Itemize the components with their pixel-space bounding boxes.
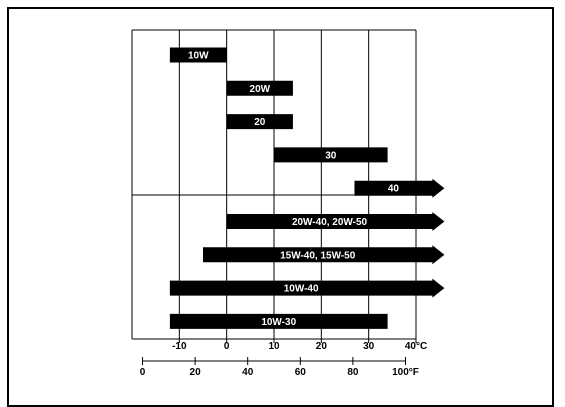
oil-viscosity-chart: 10W 20W 20 30 40 20W-40, 20W-50 15W-40, 15W-50… bbox=[131, 29, 445, 378]
bar-label: 30 bbox=[325, 150, 337, 161]
fahrenheit-tick-label: 100°F bbox=[392, 367, 419, 378]
bar-label: 40 bbox=[388, 184, 400, 195]
bar-10w bbox=[169, 47, 227, 63]
celsius-tick-label: -10 bbox=[172, 341, 187, 352]
celsius-tick-label: 20 bbox=[316, 341, 328, 352]
bar-label: 10W-40 bbox=[284, 284, 319, 295]
bar-label: 10W-30 bbox=[261, 317, 296, 328]
bar-10w-30 bbox=[169, 313, 388, 329]
bar-label: 10W bbox=[188, 51, 209, 62]
fahrenheit-tick-label: 60 bbox=[295, 367, 307, 378]
fahrenheit-tick-label: 80 bbox=[347, 367, 359, 378]
bar-label: 20W-40, 20W-50 bbox=[292, 217, 368, 228]
bar-20w-40-20w-50 bbox=[226, 212, 445, 231]
celsius-tick-label: 0 bbox=[224, 341, 230, 352]
fahrenheit-tick-label: 40 bbox=[242, 367, 254, 378]
fahrenheit-tick-label: 0 bbox=[140, 367, 146, 378]
bar-10w-40 bbox=[169, 278, 445, 298]
bar-40 bbox=[354, 178, 445, 198]
chart-bars: 10W 20W 20 30 40 20W-40, 20W-50 15W-40, 15W-50… bbox=[169, 47, 445, 329]
celsius-tick-label: 30 bbox=[363, 341, 375, 352]
celsius-tick-label: 10 bbox=[268, 341, 280, 352]
fahrenheit-tick-label: 20 bbox=[190, 367, 202, 378]
celsius-tick-label: 40°C bbox=[405, 341, 427, 352]
bar-15w-40-15w-50 bbox=[203, 245, 445, 265]
bar-label: 15W-40, 15W-50 bbox=[280, 250, 356, 261]
bar-label: 20W bbox=[250, 84, 271, 95]
bar-30 bbox=[274, 147, 388, 163]
bar-20w bbox=[226, 80, 293, 96]
bar-20 bbox=[226, 114, 293, 130]
chart-axes: -10 0 10 20 30 40°C 0 20 40 60 80 100°F bbox=[132, 338, 427, 378]
bar-label: 20 bbox=[254, 117, 266, 128]
